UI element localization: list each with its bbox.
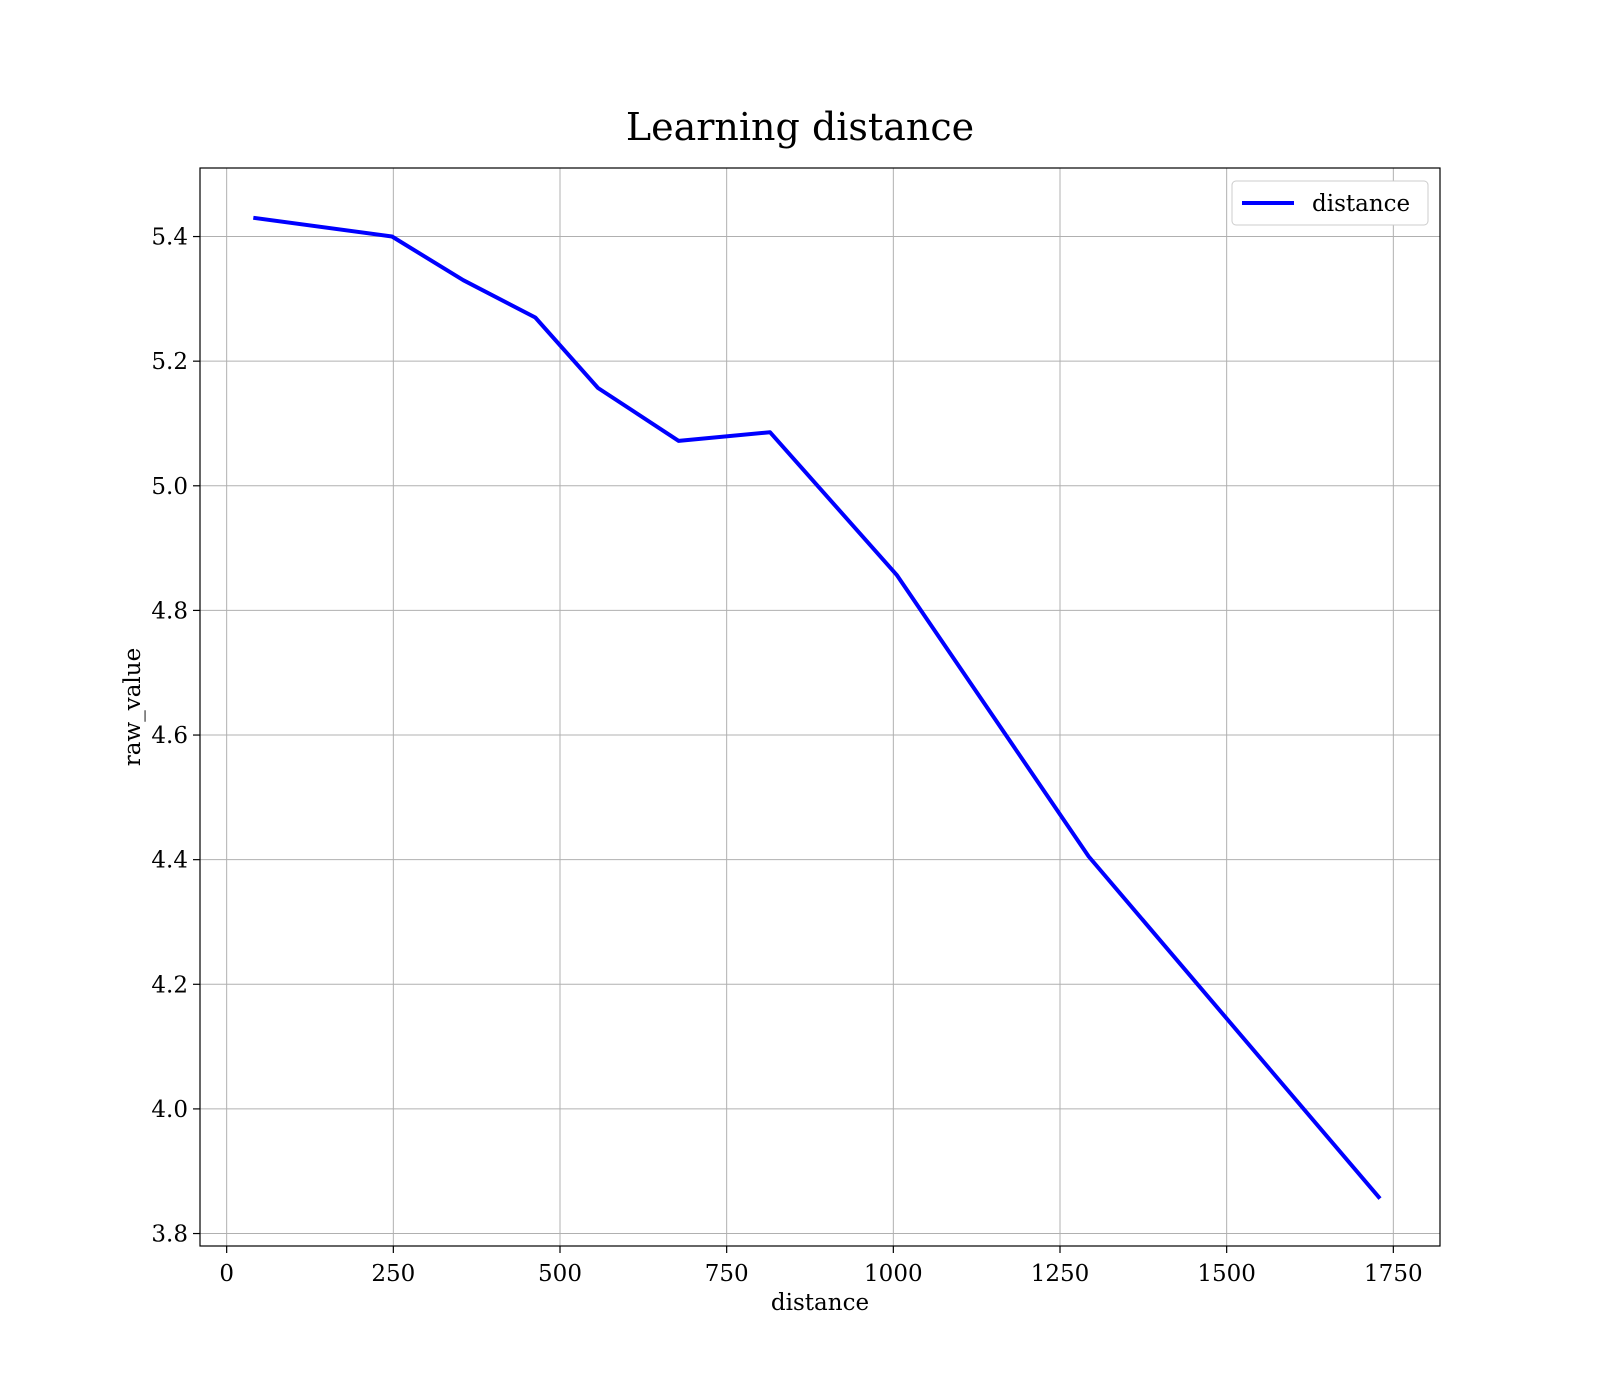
y-tick-label: 3.8	[151, 1222, 188, 1248]
x-axis-label: distance	[771, 1290, 869, 1316]
x-tick-label: 750	[705, 1261, 749, 1287]
y-axis-label: raw_value	[120, 648, 146, 766]
y-tick-label: 5.4	[151, 225, 188, 251]
x-tick-label: 1750	[1364, 1261, 1423, 1287]
y-tick-label: 4.4	[151, 848, 188, 874]
series-line-distance	[253, 215, 1382, 1200]
y-tick-label: 4.2	[151, 972, 188, 998]
x-tick-label: 1250	[1031, 1261, 1090, 1287]
y-tick-label: 5.0	[151, 474, 188, 500]
series-layer	[253, 215, 1382, 1200]
ticks-layer: 0 250 500 750 1000 1250 1500 1750 3.8 4.0 4.2 4.4 4.…	[151, 225, 1422, 1287]
x-tick-label: 1000	[864, 1261, 923, 1287]
y-tick-label: 5.2	[151, 349, 188, 375]
x-tick-label: 1500	[1197, 1261, 1256, 1287]
y-tick-label: 4.0	[151, 1097, 188, 1123]
y-tick-label: 4.8	[151, 598, 188, 624]
plot-frame	[199, 167, 1441, 1247]
x-tick-label: 0	[219, 1261, 234, 1287]
chart-title: Learning distance	[626, 105, 974, 149]
legend-label-distance: distance	[1312, 191, 1410, 217]
x-tick-label: 500	[538, 1261, 582, 1287]
legend-box	[1231, 180, 1429, 226]
grid-layer	[200, 168, 1440, 1246]
y-tick-label: 4.6	[151, 723, 188, 749]
x-tick-label: 250	[371, 1261, 415, 1287]
legend: distance	[1231, 180, 1429, 226]
